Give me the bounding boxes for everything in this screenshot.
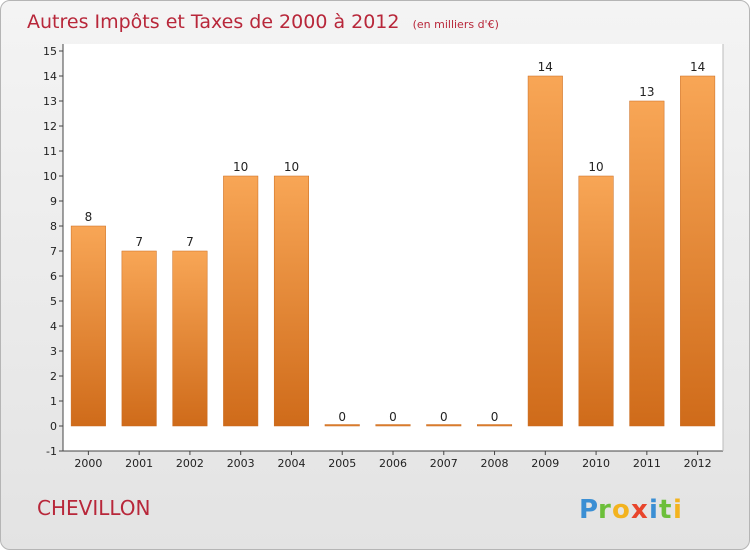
y-tick-label: 13 xyxy=(43,95,57,108)
x-tick-label: 2000 xyxy=(74,457,102,470)
bar-value-label: 13 xyxy=(639,85,654,99)
bar xyxy=(629,100,665,427)
y-tick-label: 12 xyxy=(43,120,57,133)
bar-value-label: 10 xyxy=(284,160,299,174)
x-tick-label: 2010 xyxy=(582,457,610,470)
bar xyxy=(375,424,411,427)
svg-text:o: o xyxy=(612,495,630,525)
y-tick-label: 3 xyxy=(50,345,57,358)
bar-value-label: 14 xyxy=(538,60,553,74)
y-tick-label: 6 xyxy=(50,270,57,283)
bar-value-label: 0 xyxy=(440,410,448,424)
bar xyxy=(477,424,513,427)
y-tick-label: 15 xyxy=(43,45,57,58)
bar-value-label: 10 xyxy=(233,160,248,174)
x-tick-label: 2003 xyxy=(227,457,255,470)
y-tick-label: 7 xyxy=(50,245,57,258)
x-tick-label: 2011 xyxy=(633,457,661,470)
x-tick-label: 2006 xyxy=(379,457,407,470)
x-tick-label: 2012 xyxy=(684,457,712,470)
svg-text:i: i xyxy=(673,495,682,525)
y-tick-label: 8 xyxy=(50,220,57,233)
plot-area xyxy=(63,44,723,451)
svg-text:x: x xyxy=(631,495,648,525)
bar xyxy=(324,424,360,427)
bar-value-label: 0 xyxy=(389,410,397,424)
bar-value-label: 7 xyxy=(135,235,143,249)
y-tick-label: 14 xyxy=(43,70,57,83)
svg-text:i: i xyxy=(649,495,658,525)
svg-text:P: P xyxy=(579,495,598,525)
y-tick-label: 5 xyxy=(50,295,57,308)
x-tick-label: 2002 xyxy=(176,457,204,470)
y-tick-label: 11 xyxy=(43,145,57,158)
bar xyxy=(578,175,614,427)
bar-value-label: 8 xyxy=(85,210,93,224)
bar-value-label: 0 xyxy=(491,410,499,424)
y-tick-label: 9 xyxy=(50,195,57,208)
bar xyxy=(172,250,208,427)
svg-text:t: t xyxy=(659,495,671,525)
x-tick-label: 2007 xyxy=(430,457,458,470)
bar xyxy=(273,175,309,427)
bar xyxy=(426,424,462,427)
x-tick-label: 2009 xyxy=(531,457,559,470)
y-tick-label: 4 xyxy=(50,320,57,333)
bar-value-label: 14 xyxy=(690,60,705,74)
value-labels-group: 8 7 7 10 10 0 0 0 0 14 10 13 14 xyxy=(85,60,706,424)
y-tick-label: 2 xyxy=(50,370,57,383)
bar xyxy=(70,225,106,427)
x-tick-label: 2008 xyxy=(481,457,509,470)
bar xyxy=(121,250,157,427)
svg-text:r: r xyxy=(598,495,611,525)
bar xyxy=(527,75,563,427)
x-tick-label: 2004 xyxy=(277,457,305,470)
bar xyxy=(680,75,716,427)
bar-value-label: 7 xyxy=(186,235,194,249)
x-tick-label: 2001 xyxy=(125,457,153,470)
bar xyxy=(223,175,259,427)
proxiti-logo: P r o x i t i xyxy=(579,495,682,525)
y-tick-label: 0 xyxy=(50,420,57,433)
bar-value-label: 0 xyxy=(338,410,346,424)
y-tick-label: -1 xyxy=(46,445,57,458)
x-axis-ticks: 2000 2001 2002 2003 2004 2005 2006 2007 2008 2009… xyxy=(74,451,712,470)
chart-title: Autres Impôts et Taxes de 2000 à 2012 (e… xyxy=(27,11,499,33)
bar-value-label: 10 xyxy=(588,160,603,174)
bars-group xyxy=(70,75,716,427)
y-tick-label: 10 xyxy=(43,170,57,183)
commune-name: CHEVILLON xyxy=(37,496,151,520)
x-tick-label: 2005 xyxy=(328,457,356,470)
y-tick-label: 1 xyxy=(50,395,57,408)
